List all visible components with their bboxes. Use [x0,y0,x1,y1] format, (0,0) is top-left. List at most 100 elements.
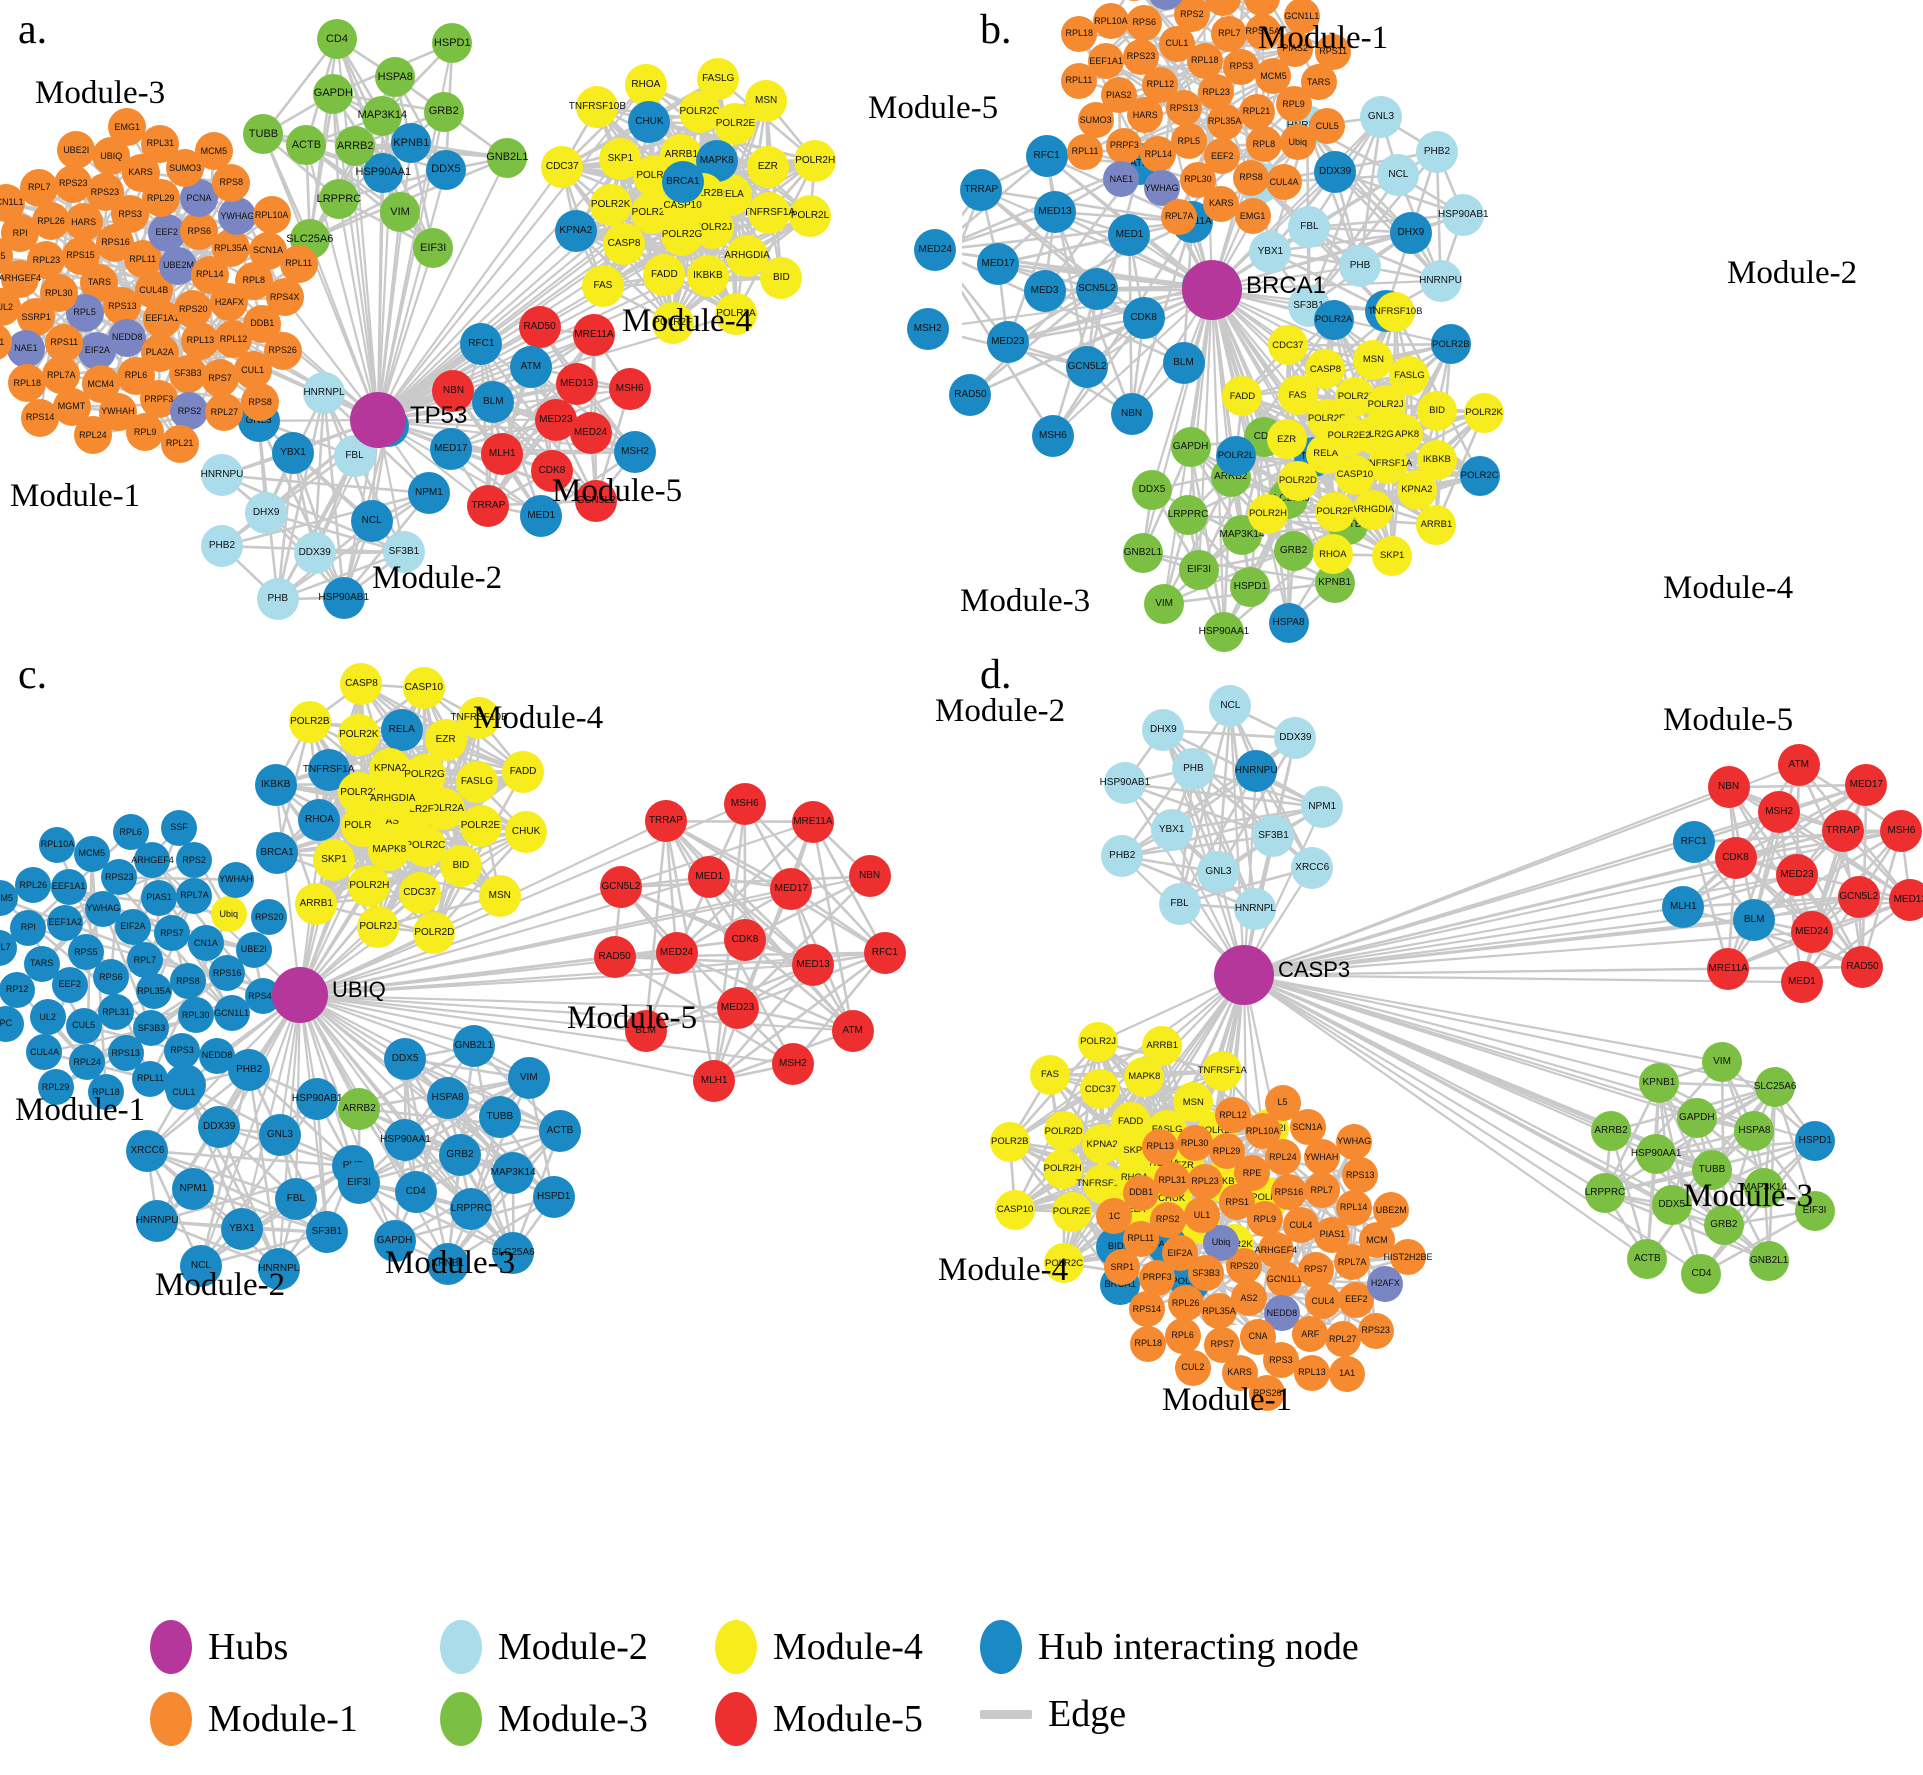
node-a-YWHAG[interactable]: YWHAG [218,197,257,236]
node-c-MLH1[interactable]: MLH1 [693,1059,736,1102]
node-d-SLC25A6[interactable]: SLC25A6 [1754,1067,1797,1108]
node-d-RPS3[interactable]: RPS3 [1262,1342,1299,1379]
node-b-GCN1L1[interactable]: GCN1L1 [1283,0,1320,35]
node-b-POLR2A[interactable]: POLR2A [1313,299,1354,340]
node-c-GNL3[interactable]: GNL3 [258,1113,301,1156]
node-c-NPM1[interactable]: NPM1 [172,1168,215,1211]
node-c-RPL18[interactable]: RPL18 [87,1074,124,1111]
node-b-RPL13[interactable]: RPL13 [1205,0,1242,16]
node-b-POLR2K[interactable]: POLR2K [1464,392,1505,433]
node-c-MED23[interactable]: MED23 [716,987,759,1030]
node-c-GNB2L1[interactable]: GNB2L1 [452,1025,495,1068]
node-d-MLH1[interactable]: MLH1 [1662,886,1705,928]
node-b-POLR2E2[interactable]: POLR2E2 [1328,415,1370,456]
node-d-DHX9[interactable]: DHX9 [1142,708,1185,751]
node-b-RPS3[interactable]: RPS3 [1223,48,1260,85]
node-b-RPL5[interactable]: RPL5 [1170,123,1207,160]
node-c-POLR2E[interactable]: POLR2E [459,804,502,847]
node-d-RPL6[interactable]: RPL6 [1164,1317,1201,1354]
node-a-CD4[interactable]: CD4 [316,19,357,60]
node-c-FASLG[interactable]: FASLG [455,761,498,804]
node-d-ACTB[interactable]: ACTB [1627,1238,1668,1279]
node-d-GAPDH[interactable]: GAPDH [1676,1098,1717,1139]
node-a-DHX9[interactable]: DHX9 [245,492,288,535]
node-c-HNRNPL[interactable]: HNRNPL [257,1247,300,1290]
node-c-RPL35A[interactable]: RPL35A [136,973,173,1010]
node-a-GCN5L2[interactable]: GCN5L2 [575,479,618,522]
node-a-YBX1[interactable]: YBX1 [272,431,314,474]
node-b-DHX9[interactable]: DHX9 [1389,211,1432,254]
node-b-RPL7A[interactable]: RPL7A [1161,198,1198,235]
node-c-RPL6[interactable]: RPL6 [112,814,149,851]
hub-node-tp53[interactable] [350,392,406,448]
node-c-LRPPRC[interactable]: LRPPRC [450,1187,493,1230]
node-a-RPS11[interactable]: RPS11 [45,323,84,362]
node-d-RPL12[interactable]: RPL12 [1215,1097,1251,1134]
node-c-CUL4A[interactable]: CUL4A [26,1034,63,1071]
node-c-CASP10[interactable]: CASP10 [402,667,445,710]
node-d-CASP10[interactable]: CASP10 [995,1189,1036,1230]
node-a-RPL6[interactable]: RPL6 [117,356,156,395]
node-d-MED23[interactable]: MED23 [1776,854,1818,896]
node-c-EEF1A1[interactable]: EEF1A1 [50,868,87,905]
node-b-RPS11[interactable]: RPS11 [1315,33,1352,70]
node-a-MSH2[interactable]: MSH2 [614,431,657,474]
node-a-HARS[interactable]: HARS [64,203,103,242]
node-d-XRCC6[interactable]: XRCC6 [1291,846,1334,889]
node-c-CD4[interactable]: CD4 [394,1171,437,1214]
node-a-HSPD1[interactable]: HSPD1 [432,23,473,64]
node-a-POLR2L[interactable]: POLR2L [789,194,832,237]
node-c-RPS23[interactable]: RPS23 [101,859,138,896]
node-d-POLR2C[interactable]: POLR2C [1044,1243,1085,1284]
node-c-CDC37[interactable]: CDC37 [398,872,441,915]
node-d-RPL29[interactable]: RPL29 [1208,1133,1245,1170]
node-c-RP12[interactable]: RP12 [0,971,36,1008]
node-c-HSPD1[interactable]: HSPD1 [532,1176,575,1219]
node-a-TNFRSF10B[interactable]: TNFRSF10B [569,86,626,129]
node-c-RPL7[interactable]: RPL7 [126,942,163,978]
node-d-HNRNPL[interactable]: HNRNPL [1234,888,1277,931]
node-c-BLM[interactable]: BLM [624,1010,667,1053]
node-c-YWHAH[interactable]: YWHAH [217,861,254,898]
node-a-MRE11A[interactable]: MRE11A [572,314,615,357]
node-a-POLR2F[interactable]: POLR2F [651,301,694,344]
node-c-SLC25A6[interactable]: SLC25A6 [492,1232,535,1275]
node-d-POLR2E[interactable]: POLR2E [1051,1192,1092,1232]
node-a-DDX5[interactable]: DDX5 [425,149,466,190]
node-c-BRCA1[interactable]: BRCA1 [256,832,298,875]
node-d-FAS[interactable]: FAS [1029,1054,1070,1095]
node-c-RPS8[interactable]: RPS8 [169,963,206,1000]
node-a-RPS8[interactable]: RPS8 [241,383,280,422]
node-b-DDX5[interactable]: DDX5 [1131,469,1172,510]
node-c-GCN1L1[interactable]: GCN1L1 [213,995,250,1032]
node-d-YBX1[interactable]: YBX1 [1150,809,1193,852]
node-b-RPL10A[interactable]: RPL10A [1092,3,1129,40]
node-d-RPS14[interactable]: RPS14 [1128,1291,1165,1328]
node-b-BID[interactable]: BID [1417,390,1458,431]
node-c-YBX1[interactable]: YBX1 [220,1207,263,1250]
node-c-EIF3I[interactable]: EIF3I [338,1161,381,1204]
node-b-MED23[interactable]: MED23 [986,320,1029,363]
node-d-BLM[interactable]: BLM [1733,899,1776,942]
node-d-LRPPRC[interactable]: LRPPRC [1585,1173,1625,1214]
node-a-NAE1[interactable]: NAE1 [6,329,45,368]
node-c-MSH2[interactable]: MSH2 [771,1043,814,1086]
node-c-EEF2[interactable]: EEF2 [51,966,88,1003]
node-a-POLR2E[interactable]: POLR2E [714,102,757,145]
node-a-VIM[interactable]: VIM [380,192,421,233]
node-a-NCL1[interactable]: NCL1 [0,323,12,362]
node-c-HSP90AA1[interactable]: HSP90AA1 [380,1119,431,1162]
node-a-HSPA8[interactable]: HSPA8 [375,57,416,98]
node-b-VIM[interactable]: VIM [1144,583,1185,624]
node-d-KPNB1[interactable]: KPNB1 [1638,1062,1679,1103]
node-a-GAPDH[interactable]: GAPDH [313,73,354,114]
node-c-ARRB1[interactable]: ARRB1 [295,882,338,925]
node-d-RAD50[interactable]: RAD50 [1841,946,1884,989]
node-b-RPS8[interactable]: RPS8 [1233,159,1270,196]
node-a-RPS26[interactable]: RPS26 [263,331,302,370]
node-b-GCN5L2[interactable]: GCN5L2 [1066,346,1109,389]
node-c-PC[interactable]: PC [0,1005,24,1042]
node-b-RHOA[interactable]: RHOA [1312,534,1353,575]
node-d-RPL13[interactable]: RPL13 [1142,1128,1179,1165]
node-d-GRB2[interactable]: GRB2 [1703,1205,1744,1246]
